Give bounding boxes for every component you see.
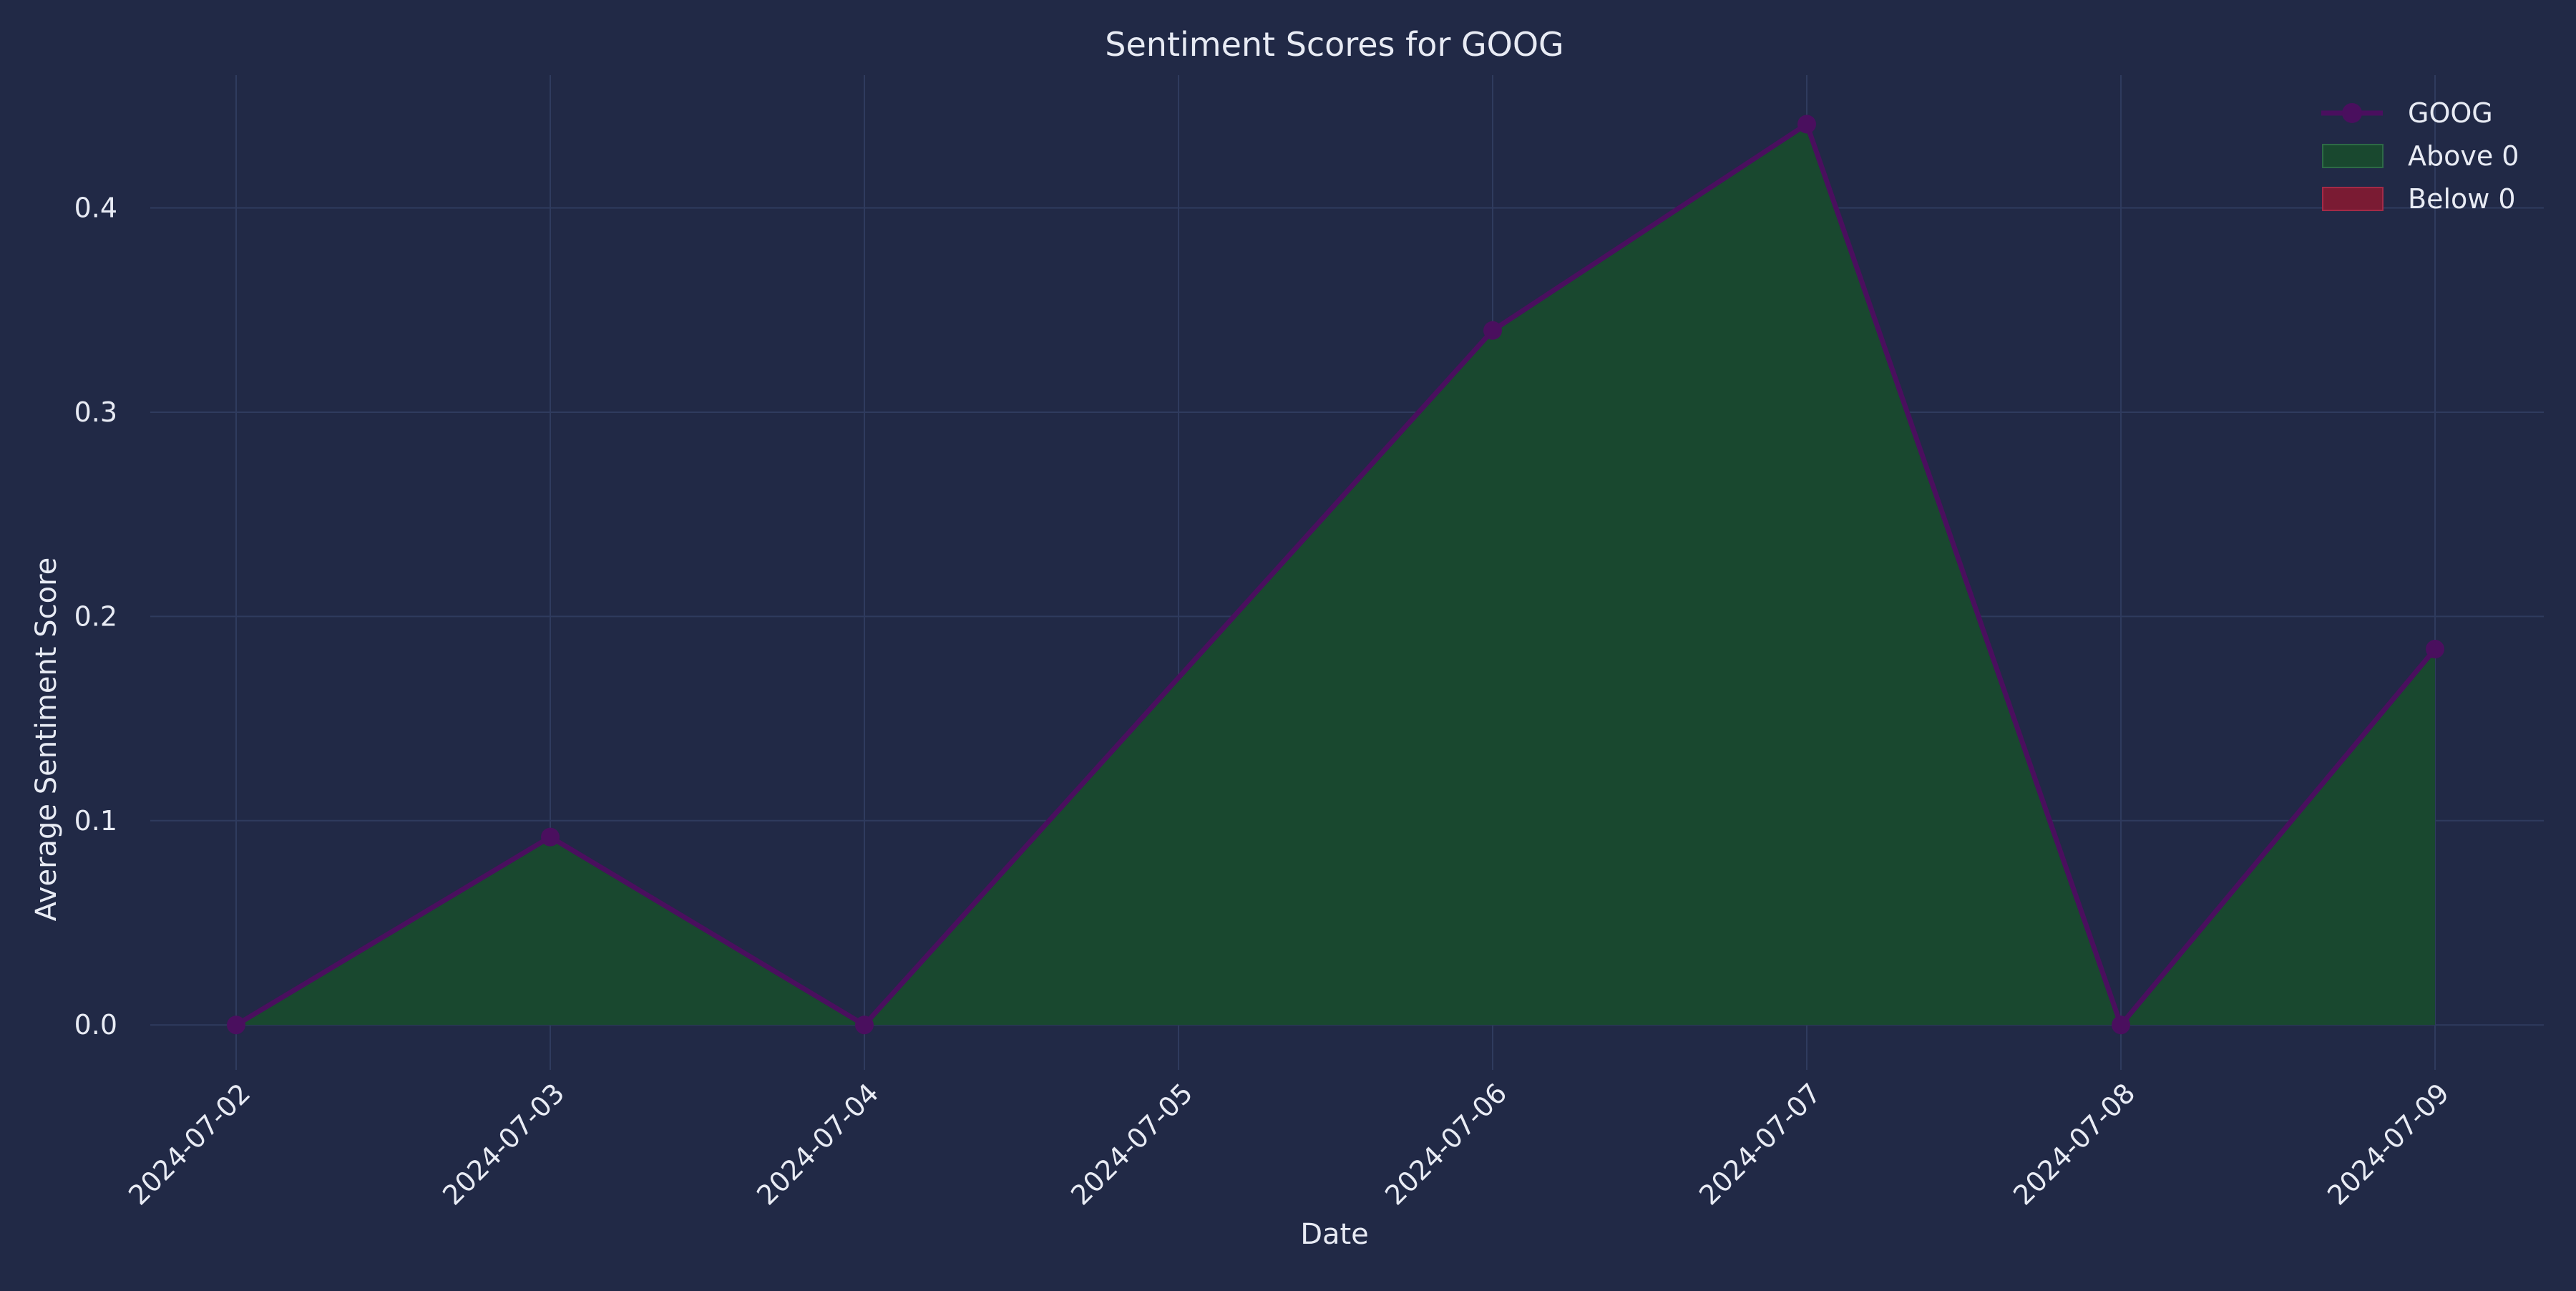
goog-data-point-6 bbox=[2426, 640, 2444, 659]
y-tick-label-0: 0.0 bbox=[74, 1009, 117, 1041]
chart-title: Sentiment Scores for GOOG bbox=[1105, 25, 1563, 64]
legend-above-zero-swatch bbox=[2322, 144, 2384, 168]
point-layer bbox=[227, 115, 2444, 1035]
legend-goog-marker-swatch bbox=[2342, 103, 2362, 123]
legend-label-above-zero: Above 0 bbox=[2408, 140, 2519, 172]
legend-label-below-zero: Below 0 bbox=[2408, 183, 2516, 215]
y-tick-layer: 0.0 0.1 0.2 0.3 0.4 bbox=[74, 193, 117, 1041]
fill-layer bbox=[236, 124, 2435, 1026]
y-tick-label-2: 0.2 bbox=[74, 600, 117, 632]
above-zero-area bbox=[236, 124, 2435, 1026]
legend-item-goog: GOOG bbox=[2321, 97, 2493, 129]
y-tick-label-4: 0.4 bbox=[74, 193, 117, 224]
legend-below-zero-swatch bbox=[2322, 187, 2384, 211]
goog-data-point-4 bbox=[1797, 115, 1816, 134]
goog-data-point-5 bbox=[2112, 1015, 2130, 1035]
y-tick-label-1: 0.1 bbox=[74, 805, 117, 837]
legend-label-goog: GOOG bbox=[2408, 97, 2493, 129]
goog-data-point-1 bbox=[541, 827, 560, 847]
legend-item-above-zero: Above 0 bbox=[2322, 140, 2519, 172]
goog-data-point-3 bbox=[1483, 321, 1502, 340]
chart-legend: GOOG Above 0 Below 0 bbox=[2321, 97, 2519, 215]
y-axis-label: Average Sentiment Score bbox=[30, 557, 63, 921]
goog-data-point-2 bbox=[855, 1015, 874, 1035]
legend-item-below-zero: Below 0 bbox=[2322, 183, 2516, 215]
x-axis-label: Date bbox=[1300, 1218, 1369, 1251]
y-tick-label-3: 0.3 bbox=[74, 396, 117, 428]
goog-data-point-0 bbox=[227, 1015, 245, 1035]
